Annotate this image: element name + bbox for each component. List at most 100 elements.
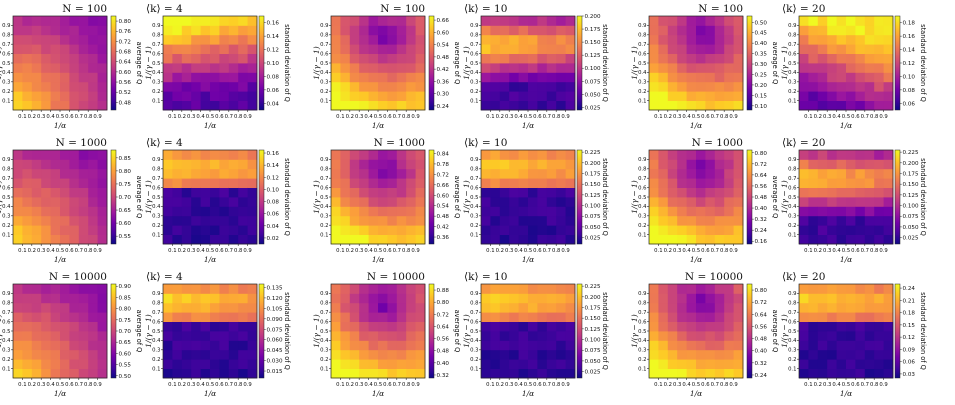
heatmap-cell <box>686 368 697 379</box>
heatmap-cell <box>88 284 98 294</box>
heatmap-cell <box>191 284 201 294</box>
heatmap-cell <box>60 178 70 188</box>
heatmap-cell <box>181 368 192 379</box>
y-tick-label: 0.6 <box>638 51 647 57</box>
heatmap-cell <box>331 168 341 179</box>
heatmap-cell <box>528 321 538 332</box>
heatmap-cell <box>537 34 548 45</box>
heatmap-cell <box>677 63 687 73</box>
heatmap-cell <box>537 187 548 198</box>
colorbar-tick-label: 0.18 <box>903 21 916 27</box>
x-tick-label: 0.6 <box>701 114 710 120</box>
heatmap-cell <box>714 63 725 73</box>
std-colorbar: 0.0250.0500.0750.1000.1250.1500.1750.200… <box>576 14 609 111</box>
heatmap-cell <box>846 349 856 360</box>
heatmap-cell <box>556 331 566 341</box>
heatmap-cell <box>677 293 687 304</box>
x-tick-label: 0.8 <box>402 248 411 254</box>
heatmap-cell <box>556 293 566 304</box>
x-tick-label: 0.3 <box>187 114 195 120</box>
heatmap-cell <box>50 312 61 322</box>
x-tick-label: 0.1 <box>654 248 662 254</box>
heatmap-cell <box>97 349 108 360</box>
x-axis-label: 1/α <box>372 255 384 264</box>
heatmap-cell <box>396 312 407 322</box>
heatmap-cell <box>340 81 351 92</box>
colorbar-tick-label: 0.54 <box>437 43 450 49</box>
heatmap-cell <box>97 25 108 36</box>
y-tick-label: 0.9 <box>638 157 646 163</box>
y-tick-label: 0.6 <box>788 51 797 57</box>
heatmap-cell <box>50 25 61 36</box>
heatmap-cell <box>499 168 510 179</box>
heatmap-cell <box>163 159 173 170</box>
heatmap-cell <box>378 100 388 111</box>
x-tick-label: 0.9 <box>243 114 251 120</box>
heatmap-cell <box>78 302 89 313</box>
heatmap-cell <box>509 225 519 235</box>
heatmap-cell <box>181 293 192 304</box>
y-tick-label: 0.8 <box>470 167 479 173</box>
heatmap-cell <box>219 91 230 101</box>
colorbar-tick-label: 0.35 <box>755 52 768 58</box>
heatmap-cell <box>499 178 510 188</box>
std-heatmap <box>798 149 894 245</box>
x-tick-label: 0.7 <box>393 248 401 254</box>
heatmap-cell <box>378 302 388 313</box>
heatmap-cell <box>808 234 819 245</box>
heatmap-cell <box>368 25 379 36</box>
heatmap-cell <box>396 340 407 351</box>
y-tick-label: 0.8 <box>638 167 647 173</box>
heatmap-cell <box>499 284 510 294</box>
heatmap-cell <box>537 312 548 322</box>
heatmap-cell <box>200 25 211 36</box>
heatmap-cell <box>340 321 351 332</box>
heatmap-cell <box>50 72 61 83</box>
heatmap-cell <box>490 63 501 73</box>
heatmap-cell <box>733 293 744 304</box>
y-tick-label: 0.2 <box>152 89 160 95</box>
heatmap-cell <box>658 321 669 332</box>
heatmap-cell <box>714 340 725 351</box>
heatmap-cell <box>368 284 379 294</box>
y-tick-label: 0.8 <box>470 33 479 39</box>
heatmap-cell <box>247 197 258 207</box>
heatmap-cell <box>528 234 538 245</box>
x-axis-label: 1/α <box>54 121 66 130</box>
heatmap-cell <box>349 284 360 294</box>
heatmap-cell <box>658 331 669 341</box>
y-tick-label: 0.2 <box>320 223 328 229</box>
heatmap-cell <box>181 312 192 322</box>
heatmap-cell <box>13 321 23 332</box>
heatmap-cell <box>359 168 369 179</box>
y-tick-label: 0.6 <box>152 185 161 191</box>
heatmap-cell <box>387 331 398 341</box>
heatmap-cell <box>481 81 491 92</box>
heatmap-cell <box>855 25 866 36</box>
heatmap-cell <box>799 178 809 188</box>
x-tick-label: 0.1 <box>486 382 494 388</box>
heatmap-cell <box>649 359 659 369</box>
heatmap-cell <box>565 168 576 179</box>
heatmap-cell <box>658 81 669 92</box>
heatmap-cell <box>387 215 398 226</box>
heatmap-cell <box>22 284 33 294</box>
x-tick-label: 0.2 <box>496 382 504 388</box>
y-tick-label: 0.2 <box>470 89 478 95</box>
heatmap-cell <box>387 302 398 313</box>
heatmap-cell <box>378 225 388 235</box>
heatmap-cell <box>667 25 678 36</box>
heatmap-cell <box>78 359 89 369</box>
heatmap-cell <box>396 44 407 54</box>
heatmap-cell <box>667 100 678 111</box>
heatmap-cell <box>340 187 351 198</box>
heatmap-cell <box>490 44 501 54</box>
heatmap-cell <box>649 197 659 207</box>
heatmap-cell <box>658 225 669 235</box>
heatmap-cell <box>69 206 80 217</box>
heatmap-cell <box>649 215 659 226</box>
heatmap-cell <box>649 331 659 341</box>
heatmap-cell <box>827 302 837 313</box>
heatmap-cell <box>387 91 398 101</box>
heatmap-cell <box>528 178 538 188</box>
